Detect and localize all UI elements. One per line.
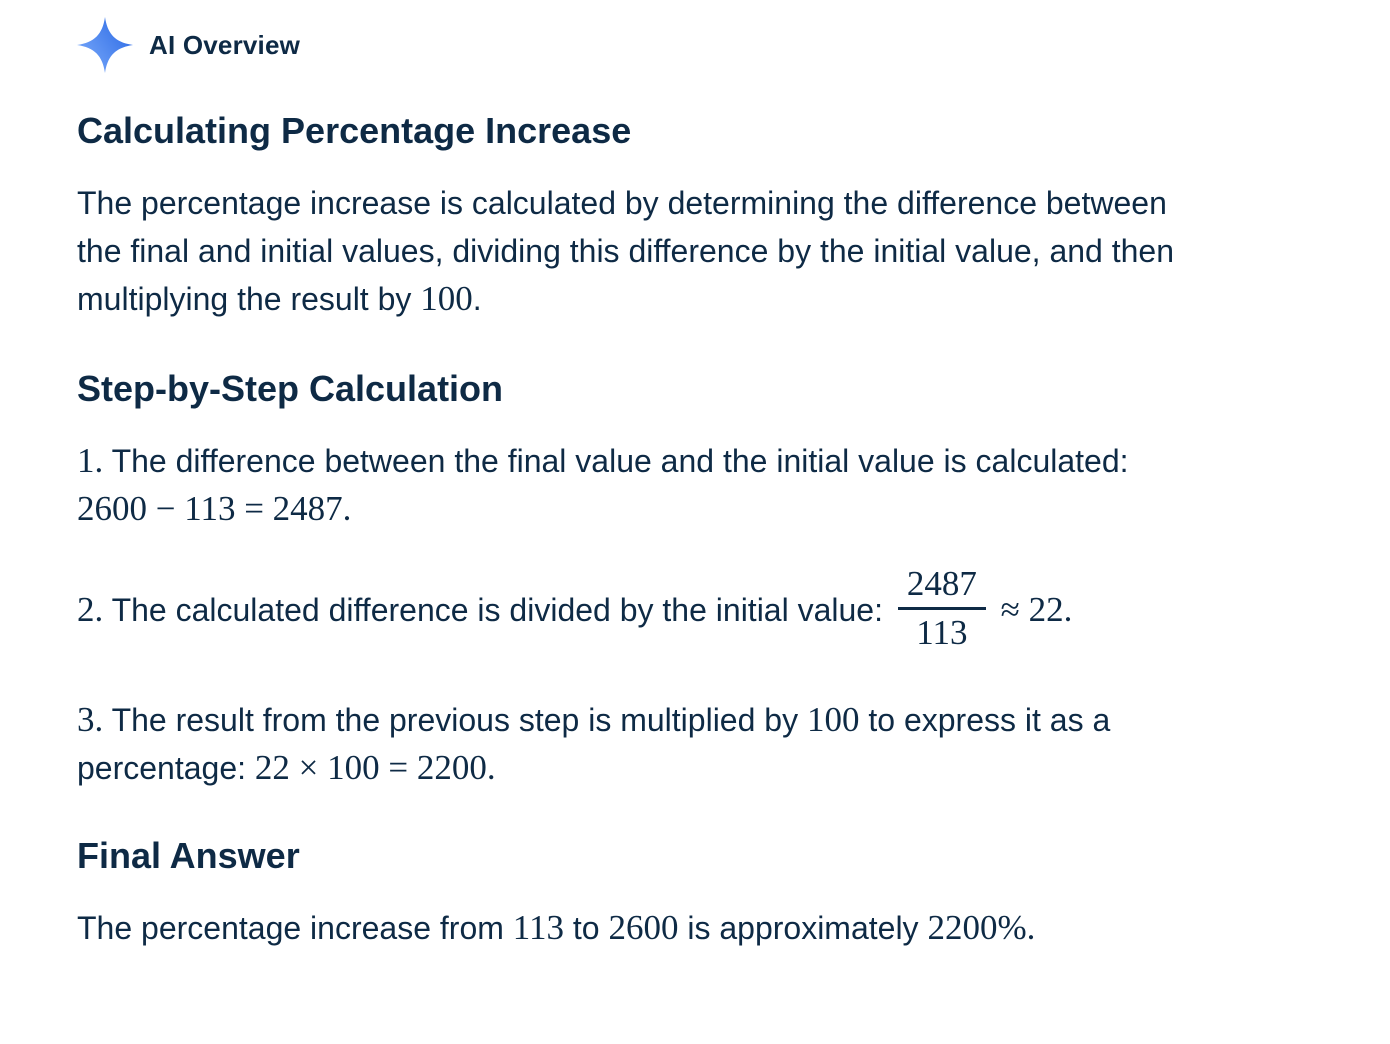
step-3-line-1: 3. The result from the previous step is … (77, 696, 1350, 744)
final-line: The percentage increase from 113 to 2600… (77, 904, 1350, 952)
step-3-line-2: percentage: 22 × 100 = 2200. (77, 744, 1350, 792)
math-value-100: 100 (420, 279, 473, 318)
step-item-2: 2. The calculated difference is divided … (77, 565, 1350, 656)
gemini-sparkle-icon (77, 17, 133, 73)
final-value-final: 2600 (608, 907, 679, 947)
heading-calculating-percentage-increase: Calculating Percentage Increase (77, 110, 632, 151)
final-text-before: The percentage increase from (77, 909, 513, 946)
fraction-numerator: 2487 (897, 565, 986, 610)
intro-line-1: The percentage increase is calculated by… (77, 185, 1167, 221)
step-3-text-before: The result from the previous step is mul… (103, 701, 807, 738)
step-3-math-100: 100 (806, 699, 860, 739)
step-1-number: 1. (77, 441, 104, 480)
step-item-1: 1. The difference between the final valu… (77, 437, 1350, 533)
intro-line-3-period: . (472, 281, 482, 317)
step-2-line: 2. The calculated difference is divided … (77, 565, 1350, 656)
heading-final-answer: Final Answer (77, 834, 300, 876)
final-text-after: is approximately (678, 909, 928, 946)
final-value-initial: 113 (512, 907, 564, 947)
step-1-text: The difference between the final value a… (103, 443, 1129, 479)
fraction-denominator: 113 (916, 612, 968, 652)
step-2-number: 2. (77, 589, 104, 629)
step-1-equation: 2600 − 113 = 2487. (77, 489, 352, 528)
intro-line-2: the final and initial values, dividing t… (77, 233, 1174, 269)
step-2-result: ≈ 22. (991, 589, 1073, 629)
step-2-text: The calculated difference is divided by … (103, 591, 892, 628)
fraction: 2487 113 (897, 565, 986, 652)
heading-step-by-step-calculation: Step-by-Step Calculation (77, 368, 504, 409)
step-3-text-after: to express it as a (859, 701, 1111, 738)
step-item-3: 3. The result from the previous step is … (77, 696, 1350, 792)
intro-line-3: multiplying the result by 100. (77, 275, 1350, 323)
intro-line-3-text: multiplying the result by (77, 281, 421, 317)
step-3-number: 3. (77, 699, 104, 739)
final-text-middle: to (563, 909, 609, 946)
intro-paragraph: The percentage increase is calculated by… (77, 179, 1350, 323)
step-3-line-2-label: percentage: (77, 749, 255, 786)
ai-overview-label: AI Overview (149, 29, 301, 60)
final-value-result: 2200%. (927, 907, 1036, 947)
step-1-text-line: 1. The difference between the final valu… (77, 437, 1350, 485)
step-3-equation: 22 × 100 = 2200. (254, 747, 496, 787)
ai-overview-header: AI Overview (77, 15, 1350, 75)
final-paragraph: The percentage increase from 113 to 2600… (77, 904, 1350, 952)
ai-overview-panel: AI Overview Calculating Percentage Incre… (77, 15, 1350, 952)
